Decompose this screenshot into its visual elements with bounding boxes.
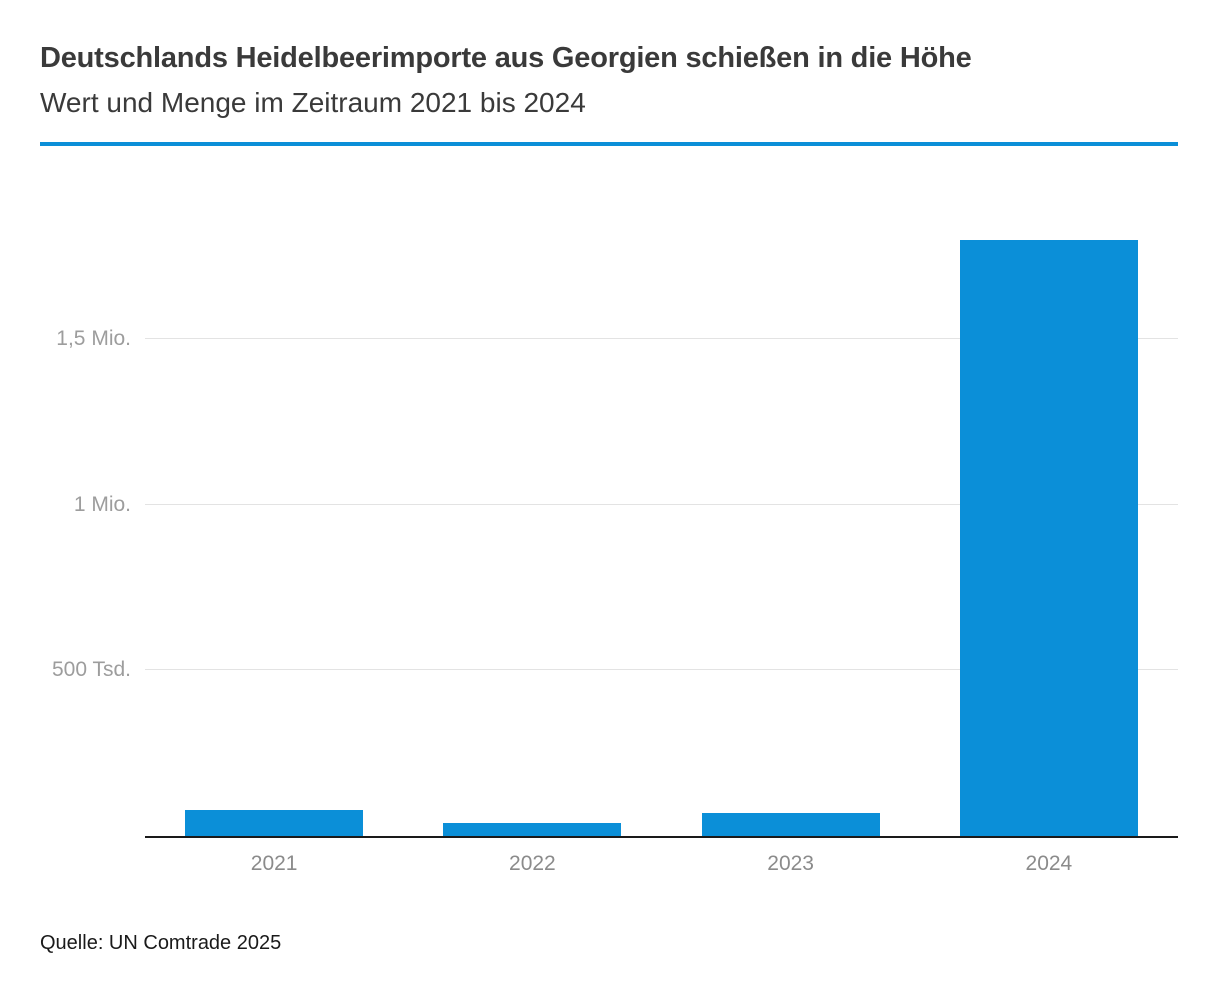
chart-header: Deutschlands Heidelbeerimporte aus Georg… <box>0 0 1220 146</box>
x-tick-label: 2022 <box>509 852 556 875</box>
bars-group <box>145 190 1178 836</box>
plot-area: 500 Tsd. 1 Mio. 1,5 Mio. <box>52 190 1178 838</box>
source-note: Quelle: UN Comtrade 2025 <box>40 932 282 954</box>
chart-subtitle: Wert und Menge im Zeitraum 2021 bis 2024 <box>40 87 586 119</box>
accent-divider <box>40 141 1178 146</box>
x-tick-label: 2021 <box>250 852 298 875</box>
y-tick-label: 500 Tsd. <box>51 658 131 682</box>
bar-2023 <box>701 812 880 836</box>
gridline-500000 <box>145 669 1178 671</box>
bar-column-2021 <box>145 190 403 836</box>
gridline-1000000 <box>145 503 1178 505</box>
x-tick-label: 2024 <box>1025 852 1073 875</box>
y-tick-label: 1 Mio. <box>73 492 131 516</box>
bar-column-2024 <box>920 190 1178 836</box>
bar-2022 <box>443 822 622 836</box>
bar-column-2023 <box>662 190 920 836</box>
bar-column-2022 <box>403 190 661 836</box>
gridline-1500000 <box>145 338 1178 340</box>
bar-chart: 500 Tsd. 1 Mio. 1,5 Mio. 2021 2022 2023 2024 <box>0 190 1220 876</box>
chart-title: Deutschlands Heidelbeerimporte aus Georg… <box>40 42 972 74</box>
y-tick-label: 1,5 Mio. <box>56 327 131 351</box>
x-tick-label: 2023 <box>767 852 814 875</box>
x-axis: 2021 2022 2023 2024 <box>145 838 1178 876</box>
bar-2021 <box>185 809 364 836</box>
bar-2024 <box>959 239 1138 836</box>
